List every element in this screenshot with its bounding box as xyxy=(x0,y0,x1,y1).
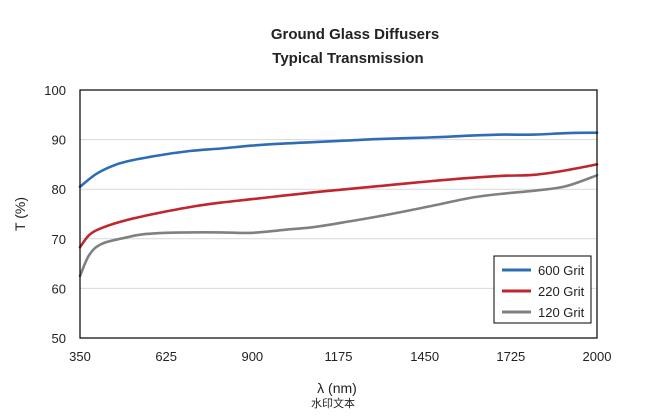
y-tick-label: 70 xyxy=(52,232,66,247)
legend-entry-label: 600 Grit xyxy=(538,263,585,278)
series-line-2 xyxy=(78,163,599,249)
y-tick-label: 50 xyxy=(52,331,66,346)
y-tick-label: 80 xyxy=(52,182,66,197)
x-axis-label: λ (nm) xyxy=(317,380,357,396)
x-tick-label: 1175 xyxy=(325,349,353,364)
series-line-1 xyxy=(78,131,599,188)
series-lines xyxy=(78,131,599,278)
legend-entry-label: 120 Grit xyxy=(538,305,585,320)
x-tick-label: 1725 xyxy=(496,349,525,364)
y-axis-label: T (%) xyxy=(12,197,28,231)
chart-subtitle: Typical Transmission xyxy=(272,50,423,67)
x-tick-label: 625 xyxy=(155,349,177,364)
y-tick-label: 100 xyxy=(44,83,66,98)
series-line-3 xyxy=(78,174,599,278)
axis-ticks: 50 60 70 80 90 100 350 625 900 1175 1450 1725 2000 xyxy=(44,83,611,364)
plot-frame xyxy=(79,89,598,339)
watermark-text: 水印文本 xyxy=(311,396,355,410)
y-tick-label: 60 xyxy=(52,281,66,296)
legend-entry-label: 220 Grit xyxy=(538,284,585,299)
legend: 600 Grit 220 Grit 120 Grit xyxy=(493,255,592,324)
x-tick-label: 900 xyxy=(241,349,263,364)
x-tick-label: 2000 xyxy=(583,349,612,364)
chart-title: Ground Glass Diffusers xyxy=(271,26,439,43)
y-tick-label: 90 xyxy=(52,133,66,148)
x-tick-label: 1450 xyxy=(410,349,439,364)
x-tick-label: 350 xyxy=(69,349,91,364)
